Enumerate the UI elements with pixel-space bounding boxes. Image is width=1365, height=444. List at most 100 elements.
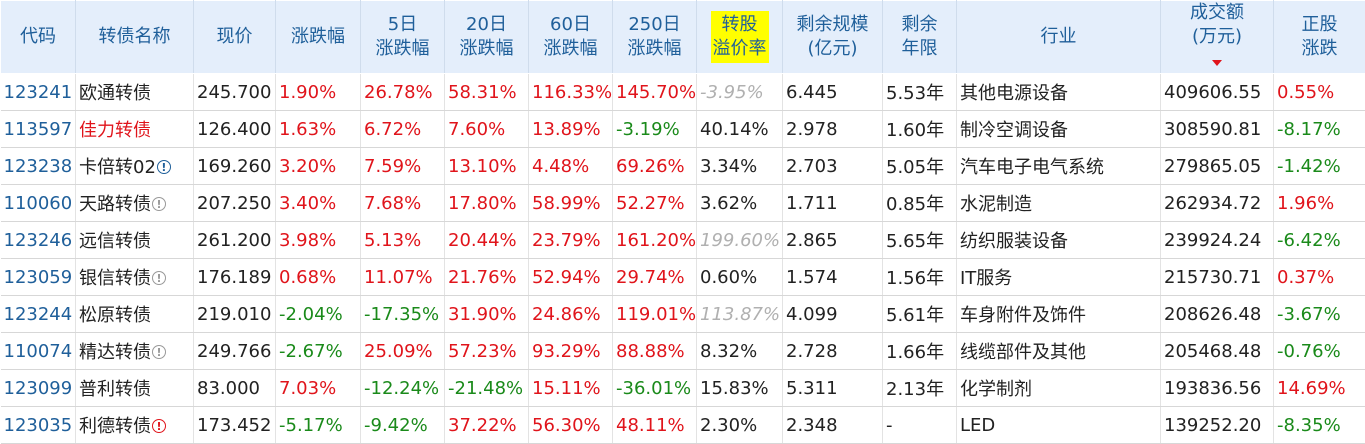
scale-cell: 4.099 xyxy=(783,296,883,333)
years-text: 5.05年 xyxy=(886,157,944,178)
scale-text: 2.348 xyxy=(786,415,838,436)
bond-code-text: 110074 xyxy=(4,341,73,362)
change-250d-text: 29.74% xyxy=(616,267,685,288)
info-icon[interactable]: ! xyxy=(152,271,166,285)
info-icon[interactable]: ! xyxy=(152,419,166,433)
price-text: 207.250 xyxy=(197,193,271,214)
col-header-years[interactable]: 剩余年限 xyxy=(883,1,957,74)
bond-name-cell[interactable]: 银信转债! xyxy=(76,259,194,296)
change-250d-cell: 29.74% xyxy=(613,259,697,296)
change-60d-cell: 4.48% xyxy=(529,148,613,185)
change-text: -5.17% xyxy=(279,415,343,436)
bond-code-cell[interactable]: 123244 xyxy=(1,296,76,333)
bond-code-cell[interactable]: 110074 xyxy=(1,333,76,370)
change-20d-cell: 57.23% xyxy=(445,333,529,370)
change-60d-cell: 15.11% xyxy=(529,370,613,407)
change-5d-text: 5.13% xyxy=(364,230,421,251)
stock-change-text: -0.76% xyxy=(1277,341,1341,362)
col-header-scale[interactable]: 剩余规模(亿元) xyxy=(783,1,883,74)
change-20d-text: 13.10% xyxy=(448,156,517,177)
bond-code-cell[interactable]: 123059 xyxy=(1,259,76,296)
col-header-volume[interactable]: 成交额(万元) xyxy=(1161,1,1274,74)
bond-name-cell[interactable]: 普利转债 xyxy=(76,370,194,407)
change-text: 3.20% xyxy=(279,156,336,177)
change-5d-cell: 7.68% xyxy=(361,185,445,222)
change-60d-text: 24.86% xyxy=(532,304,601,325)
change-250d-text: -36.01% xyxy=(616,378,691,399)
scale-cell: 2.728 xyxy=(783,333,883,370)
col-header-name[interactable]: 转债名称 xyxy=(76,1,194,74)
col-header-250d[interactable]: 250日涨跌幅 xyxy=(613,1,697,74)
bond-name-cell[interactable]: 精达转债! xyxy=(76,333,194,370)
scale-text: 6.445 xyxy=(786,82,838,103)
bond-code-cell[interactable]: 123238 xyxy=(1,148,76,185)
bond-code-cell[interactable]: 123241 xyxy=(1,74,76,111)
premium-text: -3.95% xyxy=(700,82,764,103)
info-icon[interactable]: ! xyxy=(152,197,166,211)
volume-cell: 409606.55 xyxy=(1161,74,1274,111)
years-cell: 1.56年 xyxy=(883,259,957,296)
bond-code-text: 123246 xyxy=(4,230,73,251)
col-header-60d[interactable]: 60日涨跌幅 xyxy=(529,1,613,74)
bond-code-cell[interactable]: 113597 xyxy=(1,111,76,148)
change-cell: -2.04% xyxy=(276,296,361,333)
premium-cell: 199.60% xyxy=(697,222,783,259)
bond-name-cell[interactable]: 卡倍转02! xyxy=(76,148,194,185)
change-20d-text: 17.80% xyxy=(448,193,517,214)
price-text: 83.000 xyxy=(197,378,260,399)
bond-code-cell[interactable]: 123246 xyxy=(1,222,76,259)
col-header-change[interactable]: 涨跌幅 xyxy=(276,1,361,74)
premium-text: 8.32% xyxy=(700,341,757,362)
change-60d-text: 15.11% xyxy=(532,378,601,399)
change-cell: 7.03% xyxy=(276,370,361,407)
bond-code-cell[interactable]: 123035 xyxy=(1,407,76,444)
bond-code-text: 113597 xyxy=(4,119,73,140)
scale-text: 4.099 xyxy=(786,304,838,325)
industry-cell: 车身附件及饰件 xyxy=(957,296,1161,333)
info-icon[interactable]: ! xyxy=(152,345,166,359)
scale-cell: 1.711 xyxy=(783,185,883,222)
change-60d-text: 116.33% xyxy=(532,82,612,103)
col-header-20d[interactable]: 20日涨跌幅 xyxy=(445,1,529,74)
change-250d-cell: 69.26% xyxy=(613,148,697,185)
industry-text: 车身附件及饰件 xyxy=(960,305,1086,326)
bond-code-cell[interactable]: 110060 xyxy=(1,185,76,222)
years-text: 5.53年 xyxy=(886,83,944,104)
col-header-premium[interactable]: 转股溢价率 xyxy=(697,1,783,74)
bond-name-cell[interactable]: 利德转债! xyxy=(76,407,194,444)
volume-cell: 239924.24 xyxy=(1161,222,1274,259)
scale-cell: 6.445 xyxy=(783,74,883,111)
bond-name-text: 精达转债 xyxy=(79,342,151,363)
col-header-stock-change[interactable]: 正股涨跌 xyxy=(1274,1,1365,74)
col-header-price[interactable]: 现价 xyxy=(194,1,276,74)
col-header-5d[interactable]: 5日涨跌幅 xyxy=(361,1,445,74)
bond-name-cell[interactable]: 佳力转债 xyxy=(76,111,194,148)
scale-text: 2.728 xyxy=(786,341,838,362)
change-5d-text: 25.09% xyxy=(364,341,433,362)
change-250d-cell: 88.88% xyxy=(613,333,697,370)
col-header-industry[interactable]: 行业 xyxy=(957,1,1161,74)
industry-cell: 其他电源设备 xyxy=(957,74,1161,111)
bond-name-cell[interactable]: 欧通转债 xyxy=(76,74,194,111)
change-text: 3.98% xyxy=(279,230,336,251)
bond-name-cell[interactable]: 松原转债 xyxy=(76,296,194,333)
col-header-code[interactable]: 代码 xyxy=(1,1,76,74)
volume-text: 208626.48 xyxy=(1164,304,1261,325)
scale-text: 2.978 xyxy=(786,119,838,140)
price-cell: 245.700 xyxy=(194,74,276,111)
bond-code-cell[interactable]: 123099 xyxy=(1,370,76,407)
info-icon[interactable]: ! xyxy=(157,160,171,174)
bond-name-cell[interactable]: 远信转债 xyxy=(76,222,194,259)
bond-name-cell[interactable]: 天路转债! xyxy=(76,185,194,222)
change-20d-cell: 31.90% xyxy=(445,296,529,333)
